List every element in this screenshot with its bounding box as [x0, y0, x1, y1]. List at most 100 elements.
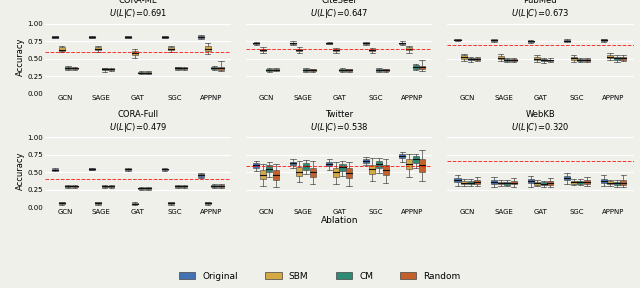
- Bar: [339, 164, 346, 171]
- Bar: [614, 57, 620, 60]
- Bar: [102, 69, 108, 71]
- Bar: [541, 182, 547, 185]
- Bar: [584, 181, 590, 184]
- Title: CORA-ML
$U(L|C)$=0.691: CORA-ML $U(L|C)$=0.691: [109, 0, 167, 20]
- Bar: [253, 163, 259, 168]
- Bar: [59, 202, 65, 204]
- Bar: [474, 180, 480, 183]
- Bar: [527, 179, 534, 183]
- Bar: [614, 182, 620, 185]
- Bar: [218, 185, 224, 187]
- Bar: [504, 182, 510, 185]
- Bar: [108, 186, 115, 187]
- Bar: [198, 174, 204, 177]
- Bar: [326, 162, 332, 166]
- Bar: [547, 60, 554, 61]
- Bar: [419, 159, 425, 172]
- Bar: [168, 48, 174, 50]
- Bar: [419, 66, 425, 69]
- Bar: [376, 69, 382, 71]
- Bar: [72, 68, 78, 69]
- Bar: [363, 43, 369, 44]
- Bar: [181, 68, 188, 69]
- Bar: [88, 168, 95, 170]
- Bar: [108, 69, 115, 70]
- Bar: [333, 168, 339, 177]
- Bar: [339, 69, 346, 71]
- Bar: [564, 176, 570, 181]
- Bar: [211, 185, 218, 187]
- Bar: [333, 49, 339, 51]
- Bar: [72, 186, 78, 187]
- Bar: [145, 72, 151, 73]
- Bar: [383, 165, 388, 175]
- Bar: [310, 69, 316, 71]
- Bar: [620, 181, 627, 185]
- Bar: [59, 48, 65, 51]
- Bar: [260, 170, 266, 179]
- Bar: [346, 168, 352, 178]
- Bar: [205, 202, 211, 204]
- Bar: [584, 59, 590, 61]
- Bar: [52, 169, 58, 170]
- Title: PubMed
$U(L|C)$=0.673: PubMed $U(L|C)$=0.673: [511, 0, 570, 20]
- Legend: Original, SBM, CM, Random: Original, SBM, CM, Random: [179, 272, 461, 281]
- Bar: [600, 39, 607, 41]
- X-axis label: Ablation: Ablation: [321, 216, 358, 225]
- Bar: [504, 59, 510, 61]
- Bar: [527, 41, 534, 42]
- Bar: [577, 181, 583, 183]
- Bar: [454, 39, 461, 40]
- Bar: [260, 49, 266, 51]
- Bar: [290, 162, 296, 165]
- Bar: [491, 40, 497, 41]
- Bar: [253, 43, 259, 44]
- Bar: [346, 69, 352, 71]
- Bar: [266, 69, 273, 71]
- Bar: [511, 181, 516, 184]
- Bar: [303, 163, 309, 170]
- Bar: [52, 36, 58, 38]
- Y-axis label: Accuracy: Accuracy: [16, 151, 25, 190]
- Bar: [406, 48, 412, 50]
- Bar: [607, 181, 613, 184]
- Title: CORA-Full
$U(L|C)$=0.479: CORA-Full $U(L|C)$=0.479: [109, 110, 167, 134]
- Bar: [541, 59, 547, 61]
- Y-axis label: Accuracy: Accuracy: [16, 38, 25, 76]
- Bar: [406, 159, 412, 169]
- Bar: [534, 182, 540, 185]
- Bar: [620, 57, 627, 60]
- Bar: [273, 69, 279, 71]
- Bar: [369, 165, 376, 174]
- Bar: [88, 36, 95, 38]
- Bar: [571, 57, 577, 60]
- Bar: [369, 49, 376, 51]
- Bar: [376, 161, 382, 168]
- Bar: [564, 40, 570, 41]
- Bar: [95, 47, 101, 50]
- Bar: [310, 168, 316, 177]
- Bar: [162, 36, 168, 38]
- Bar: [290, 43, 296, 44]
- Bar: [181, 186, 188, 187]
- Bar: [175, 67, 181, 69]
- Title: Twitter
$U(L|C)$=0.538: Twitter $U(L|C)$=0.538: [310, 110, 369, 134]
- Bar: [132, 51, 138, 55]
- Bar: [65, 185, 71, 187]
- Bar: [125, 168, 131, 170]
- Bar: [125, 36, 131, 38]
- Bar: [534, 57, 540, 60]
- Bar: [303, 69, 309, 71]
- Bar: [132, 203, 138, 204]
- Bar: [511, 59, 516, 61]
- Bar: [218, 67, 224, 70]
- Bar: [571, 181, 577, 183]
- Bar: [326, 43, 332, 44]
- Bar: [454, 178, 461, 182]
- Bar: [468, 58, 474, 60]
- Bar: [497, 182, 504, 184]
- Bar: [383, 69, 388, 71]
- Bar: [474, 58, 480, 60]
- Bar: [399, 154, 405, 158]
- Bar: [205, 46, 211, 51]
